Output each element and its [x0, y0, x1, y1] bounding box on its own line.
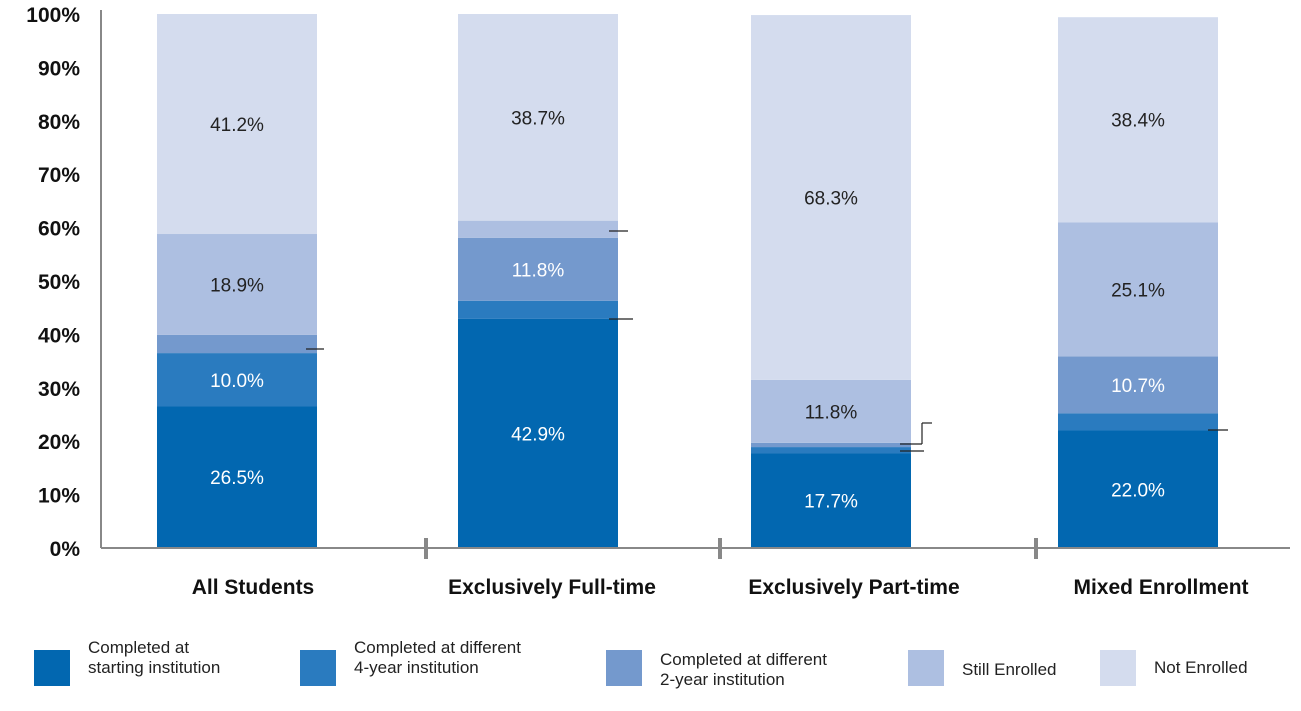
y-tick-label: 30% — [38, 378, 80, 401]
bar-segment — [751, 442, 911, 448]
bar-segment — [751, 379, 911, 443]
data-label: 38.4% — [1111, 111, 1165, 132]
bar-segment — [751, 15, 911, 380]
legend-item-not-enrolled: Not Enrolled — [1100, 638, 1248, 686]
legend-swatch — [908, 650, 944, 686]
data-label: 41.2% — [210, 115, 264, 136]
bar-segment — [458, 220, 618, 238]
legend-swatch — [300, 650, 336, 686]
bar-segment — [157, 406, 317, 548]
legend-label: Completed at different 2-year institutio… — [660, 650, 827, 689]
data-label: 11.8% — [512, 260, 565, 281]
stacked-bar-chart: 26.5% 10.0% 18.9% 41.2% 42.9% 11.8% 38.7% 17.7%… — [26, 4, 1290, 599]
bar-segment — [458, 318, 618, 548]
legend-label: Completed at starting institution — [88, 638, 221, 677]
legend-swatch — [34, 650, 70, 686]
category-label: Mixed Enrollment — [1073, 576, 1248, 599]
legend-label: Still Enrolled — [962, 660, 1057, 679]
data-label: 38.7% — [511, 108, 565, 129]
legend-label: Not Enrolled — [1154, 658, 1248, 677]
legend-item-starting: Completed at starting institution — [34, 638, 220, 686]
data-label: 10.0% — [210, 371, 264, 392]
bar-segment — [157, 14, 317, 235]
data-label: 17.7% — [804, 492, 858, 513]
legend-swatch — [606, 650, 642, 686]
bar-segment — [458, 237, 618, 301]
y-tick-label: 90% — [38, 57, 80, 80]
legend: Completed at starting institution Comple… — [0, 630, 1301, 711]
category-label: Exclusively Full-time — [448, 576, 656, 599]
bar-segment — [157, 334, 317, 354]
legend-item-still-enrolled: Still Enrolled — [908, 638, 1057, 686]
legend-item-different-4yr: Completed at different 4-year institutio… — [300, 638, 521, 686]
data-label: 68.3% — [804, 188, 858, 209]
y-tick-label: 20% — [38, 431, 80, 454]
category-label: All Students — [192, 576, 315, 599]
bar-segment — [157, 353, 317, 407]
data-label: 42.9% — [511, 424, 565, 445]
bar-segment — [1058, 413, 1218, 431]
data-label: 22.0% — [1111, 480, 1165, 501]
bar-segment — [458, 14, 618, 221]
y-tick-label: 50% — [38, 271, 80, 294]
bar-segment — [458, 300, 618, 319]
bar-segment — [751, 453, 911, 548]
y-tick-label: 0% — [50, 538, 81, 561]
category-label: Exclusively Part-time — [748, 576, 959, 599]
y-tick-label: 10% — [38, 485, 80, 508]
y-tick-label: 100% — [26, 4, 80, 27]
bar-segment — [1058, 356, 1218, 414]
data-label: 25.1% — [1111, 280, 1165, 301]
data-label: 10.7% — [1111, 376, 1165, 397]
y-tick-label: 40% — [38, 324, 80, 347]
data-label: 26.5% — [210, 468, 264, 489]
legend-item-different-2yr: Completed at different 2-year institutio… — [606, 638, 827, 690]
bar-segment — [1058, 222, 1218, 357]
bar-segment — [1058, 17, 1218, 223]
data-label: 18.9% — [210, 275, 264, 296]
data-label: 11.8% — [805, 402, 858, 423]
bar-segment — [751, 447, 911, 454]
y-tick-label: 60% — [38, 218, 80, 241]
y-tick-label: 70% — [38, 164, 80, 187]
y-tick-label: 80% — [38, 111, 80, 134]
legend-swatch — [1100, 650, 1136, 686]
legend-label: Completed at different 4-year institutio… — [354, 638, 521, 677]
bar-segment — [157, 234, 317, 335]
bar-segment — [1058, 430, 1218, 548]
